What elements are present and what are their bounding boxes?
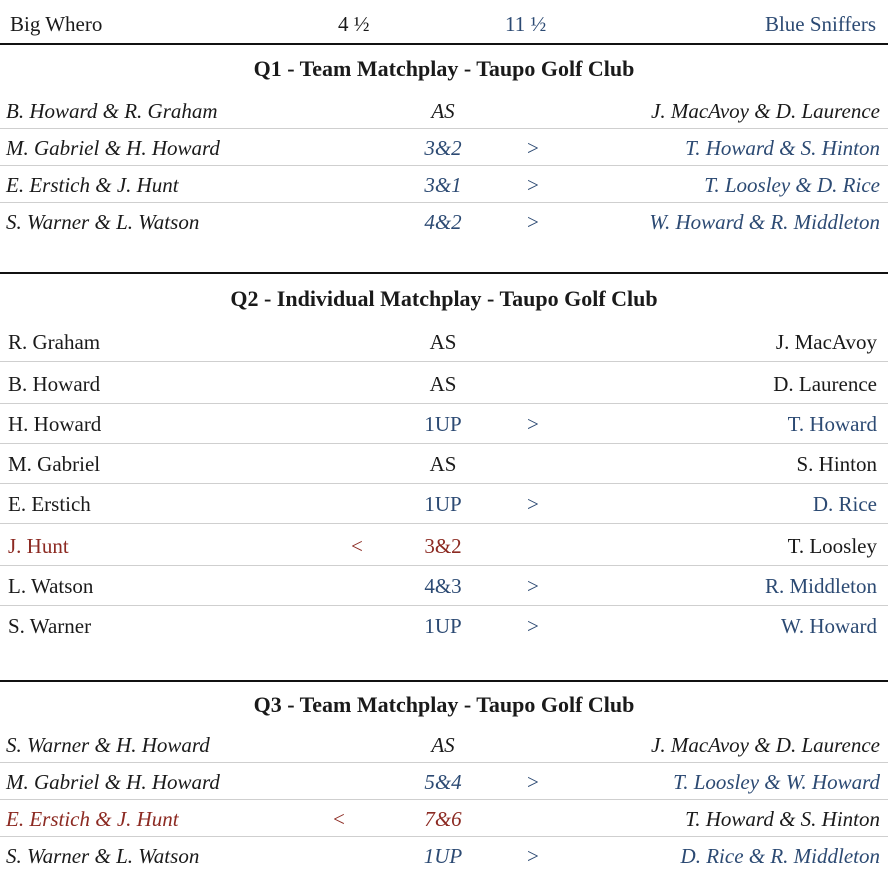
player-right: T. Loosley bbox=[787, 534, 877, 558]
match-row: B. Howard & R. Graham AS J. MacAvoy & D. L… bbox=[0, 92, 888, 129]
match-result: 3&2 bbox=[424, 534, 462, 558]
section-divider-q2 bbox=[0, 272, 888, 274]
row-separator bbox=[0, 483, 888, 484]
player-right: D. Laurence bbox=[773, 372, 877, 396]
row-separator bbox=[0, 762, 888, 763]
player-right: S. Hinton bbox=[796, 452, 877, 476]
match-result: 1UP bbox=[423, 843, 463, 868]
match-row: E. Erstich & J. Hunt 7&6 T. Howard & S. Hi… bbox=[0, 800, 888, 837]
match-result: 4&2 bbox=[424, 209, 462, 234]
player-right: J. MacAvoy & D. Laurence bbox=[651, 732, 880, 757]
match-result: AS bbox=[431, 98, 455, 123]
player-left: E. Erstich & J. Hunt bbox=[6, 806, 179, 831]
match-result: 3&2 bbox=[424, 135, 462, 160]
player-right: T. Howard & S. Hinton bbox=[685, 806, 880, 831]
section-title-q2: Q2 - Individual Matchplay - Taupo Golf C… bbox=[230, 286, 658, 311]
player-left: E. Erstich & J. Hunt bbox=[6, 172, 179, 197]
player-left: M. Gabriel bbox=[8, 452, 101, 476]
winner-arrow-right-icon: > bbox=[527, 412, 539, 436]
match-row: E. Erstich & J. Hunt 3&1 T. Loosley & D. R… bbox=[0, 166, 888, 203]
row-separator bbox=[0, 565, 888, 566]
player-left: S. Warner & H. Howard bbox=[6, 732, 210, 757]
player-right: T. Loosley & D. Rice bbox=[704, 172, 880, 197]
match-result: 4&3 bbox=[424, 574, 462, 598]
match-row: M. Gabriel & H. Howard 3&2 T. Howard & S. … bbox=[0, 129, 888, 166]
player-left: E. Erstich bbox=[8, 492, 91, 516]
player-left: B. Howard bbox=[8, 372, 101, 396]
section-divider-q3 bbox=[0, 680, 888, 682]
player-left: J. Hunt bbox=[8, 534, 69, 558]
winner-arrow-left-icon: < bbox=[351, 534, 363, 558]
match-row: S. Warner & H. Howard AS J. MacAvoy & D. L… bbox=[0, 726, 888, 763]
match-result: 3&1 bbox=[424, 172, 462, 197]
row-separator bbox=[0, 605, 888, 606]
section-title-q1: Q1 - Team Matchplay - Taupo Golf Club bbox=[253, 56, 635, 81]
team-right-score: 11 ½ bbox=[505, 12, 547, 36]
match-result: 1UP bbox=[424, 614, 462, 638]
match-row: B. Howard AS D. Laurence bbox=[0, 364, 888, 404]
player-right: T. Howard bbox=[787, 412, 877, 436]
winner-arrow-right-icon: > bbox=[527, 574, 539, 598]
section-title-q3: Q3 - Team Matchplay - Taupo Golf Club bbox=[253, 692, 635, 717]
player-right: D. Rice & R. Middleton bbox=[680, 843, 880, 868]
team-left-score: 4 ½ bbox=[338, 12, 370, 36]
match-result: 1UP bbox=[424, 412, 462, 436]
winner-arrow-right-icon: > bbox=[527, 614, 539, 638]
player-left: S. Warner & L. Watson bbox=[6, 209, 200, 234]
winner-arrow-right-icon: > bbox=[527, 492, 539, 516]
player-right: T. Howard & S. Hinton bbox=[685, 135, 880, 160]
section-divider-q1 bbox=[0, 43, 888, 45]
row-separator bbox=[0, 523, 888, 524]
winner-arrow-right-icon: > bbox=[527, 843, 539, 868]
player-right: D. Rice bbox=[812, 492, 877, 516]
match-row: E. Erstich 1UP D. Rice > bbox=[0, 484, 888, 524]
winner-arrow-right-icon: > bbox=[527, 769, 539, 794]
player-right: T. Loosley & W. Howard bbox=[673, 769, 880, 794]
row-separator bbox=[0, 202, 888, 203]
winner-arrow-right-icon: > bbox=[527, 172, 539, 197]
player-left: H. Howard bbox=[8, 412, 102, 436]
winner-arrow-right-icon: > bbox=[527, 209, 539, 234]
player-right: J. MacAvoy bbox=[775, 330, 877, 354]
player-right: W. Howard bbox=[780, 614, 877, 638]
match-result: 5&4 bbox=[424, 769, 462, 794]
winner-arrow-right-icon: > bbox=[527, 135, 539, 160]
row-separator bbox=[0, 165, 888, 166]
player-left: R. Graham bbox=[8, 330, 101, 354]
team-left-name: Big Whero bbox=[10, 12, 103, 36]
match-row: S. Warner & L. Watson 1UP D. Rice & R. Mid… bbox=[0, 837, 888, 874]
match-row: S. Warner & L. Watson 4&2 W. Howard & R. M… bbox=[0, 203, 888, 240]
winner-arrow-left-icon: < bbox=[333, 806, 345, 831]
player-right: R. Middleton bbox=[764, 574, 877, 598]
match-row: H. Howard 1UP T. Howard > bbox=[0, 404, 888, 444]
match-result: AS bbox=[429, 330, 457, 354]
player-left: S. Warner & L. Watson bbox=[6, 843, 200, 868]
match-result: 1UP bbox=[424, 492, 462, 516]
match-row: J. Hunt 3&2 T. Loosley < bbox=[0, 526, 888, 566]
player-left: S. Warner bbox=[8, 614, 92, 638]
match-row: M. Gabriel & H. Howard 5&4 T. Loosley & W.… bbox=[0, 763, 888, 800]
match-result: AS bbox=[431, 732, 455, 757]
match-row: M. Gabriel AS S. Hinton bbox=[0, 444, 888, 484]
player-right: J. MacAvoy & D. Laurence bbox=[651, 98, 880, 123]
row-separator bbox=[0, 443, 888, 444]
match-row: R. Graham AS J. MacAvoy bbox=[0, 322, 888, 362]
row-separator bbox=[0, 403, 888, 404]
match-result: AS bbox=[429, 452, 457, 476]
match-row: S. Warner 1UP W. Howard > bbox=[0, 606, 888, 646]
player-left: L. Watson bbox=[8, 574, 94, 598]
row-separator bbox=[0, 128, 888, 129]
match-result: 7&6 bbox=[424, 806, 462, 831]
match-row: L. Watson 4&3 R. Middleton > bbox=[0, 566, 888, 606]
player-right: W. Howard & R. Middleton bbox=[649, 209, 880, 234]
match-result: AS bbox=[429, 372, 457, 396]
player-left: M. Gabriel & H. Howard bbox=[6, 135, 220, 160]
team-right-name: Blue Sniffers bbox=[764, 12, 876, 36]
row-separator bbox=[0, 799, 888, 800]
scoreboard-header: Big Whero 4 ½ 11 ½ Blue Sniffers bbox=[0, 6, 888, 42]
row-separator bbox=[0, 361, 888, 362]
player-left: B. Howard & R. Graham bbox=[6, 98, 218, 123]
row-separator bbox=[0, 836, 888, 837]
player-left: M. Gabriel & H. Howard bbox=[6, 769, 220, 794]
